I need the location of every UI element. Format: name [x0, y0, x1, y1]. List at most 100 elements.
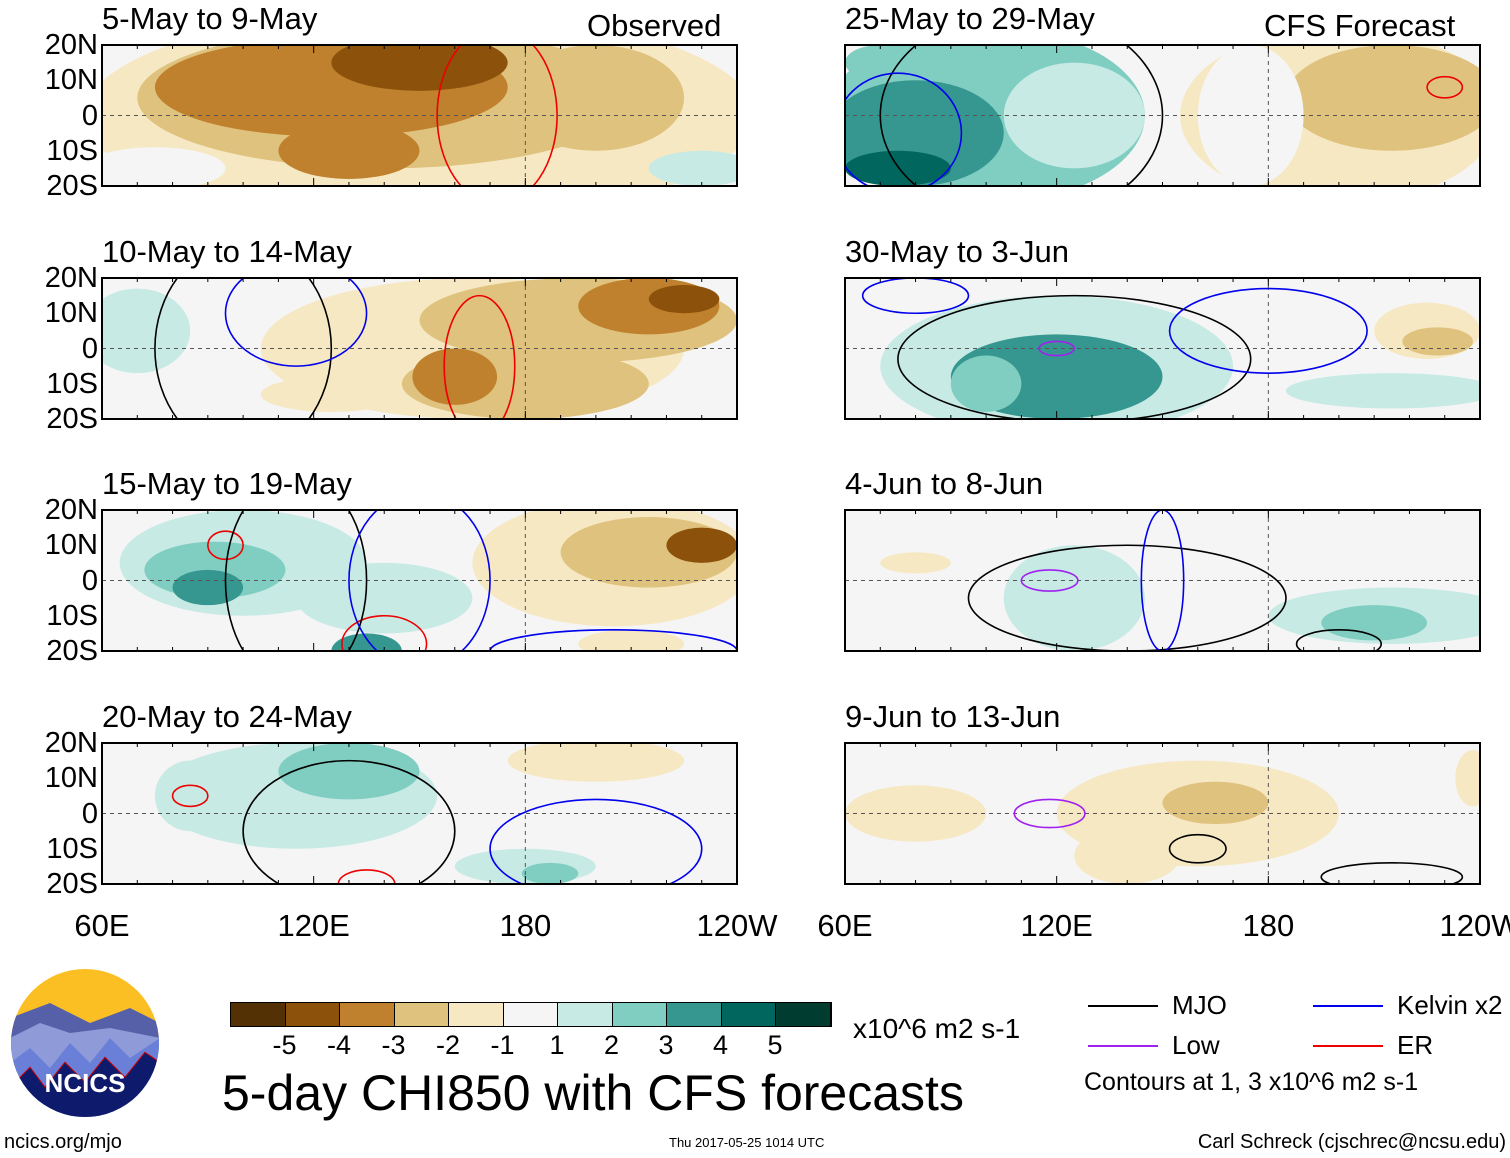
lat-label: 20N — [44, 727, 98, 759]
lat-label: 10S — [46, 832, 98, 865]
anomaly-region — [845, 785, 987, 842]
anomaly-region — [845, 45, 916, 81]
er-contour — [1426, 75, 1464, 99]
anomaly-region — [1286, 373, 1480, 409]
colorbar-swatch — [721, 1003, 776, 1026]
lat-label: 20N — [44, 29, 98, 61]
mjo-contour — [1168, 833, 1227, 864]
anomaly-region — [1402, 327, 1473, 356]
footer-url: ncics.org/mjo — [4, 1131, 122, 1153]
anomaly-region — [278, 122, 420, 179]
colorbar-tick: -1 — [490, 1030, 515, 1060]
forecast-label: CFS Forecast — [1264, 8, 1456, 43]
er-contour — [171, 784, 209, 808]
map-panel — [101, 509, 738, 652]
anomaly-region — [578, 629, 685, 651]
colorbar-swatch — [503, 1003, 558, 1026]
panel-title: 10-May to 14-May — [102, 234, 352, 269]
lat-label: 10N — [44, 529, 98, 562]
mjo-contour — [879, 45, 1164, 186]
lat-label: 20S — [46, 868, 98, 900]
colorbar-tick: 2 — [603, 1030, 620, 1060]
colorbar-tick: 4 — [712, 1030, 729, 1060]
lon-label: 180 — [499, 908, 552, 943]
contour-note: Contours at 1, 3 x10^6 m2 s-1 — [1084, 1068, 1419, 1096]
lat-label: 20N — [44, 262, 98, 294]
mjo-contour — [154, 278, 333, 419]
colorbar-tick: -5 — [272, 1030, 297, 1060]
colorbar-swatch — [340, 1003, 395, 1026]
panel-title: 4-Jun to 8-Jun — [845, 466, 1044, 501]
er-contour — [207, 530, 244, 561]
mjo-contour — [242, 759, 456, 884]
lat-label: 10S — [46, 134, 98, 167]
anomaly-region — [278, 743, 420, 800]
lon-label: 120E — [277, 908, 350, 943]
lat-label: 0 — [81, 99, 98, 132]
kelvin-contour — [348, 510, 491, 651]
lon-label: 60E — [74, 908, 130, 943]
panel-title: 15-May to 19-May — [102, 466, 352, 501]
anomaly-region — [507, 45, 685, 151]
anomaly-region — [172, 569, 244, 606]
panel-title: 25-May to 29-May — [845, 1, 1095, 36]
anomaly-region — [845, 150, 951, 186]
lat-label: 10S — [46, 367, 98, 400]
kelvin-contour — [1140, 510, 1185, 651]
legend-label: ER — [1397, 1030, 1434, 1060]
lon-label: 60E — [817, 908, 873, 943]
mjo-contour — [1320, 862, 1464, 884]
mjo-contour — [224, 510, 368, 651]
lat-label: 10N — [44, 64, 98, 97]
colorbar-swatch — [776, 1003, 831, 1026]
lon-label: 120W — [696, 908, 778, 943]
anomaly-region — [1003, 62, 1145, 169]
map-panel — [101, 44, 738, 187]
anomaly-region — [331, 633, 402, 651]
colorbar-swatch — [231, 1003, 286, 1026]
panel-title: 30-May to 3-Jun — [845, 234, 1069, 269]
lat-label: 20S — [46, 170, 98, 202]
kelvin-contour — [489, 798, 703, 884]
anomaly-region — [1197, 45, 1304, 186]
kelvin-contour — [861, 278, 970, 315]
legend-label: Low — [1172, 1030, 1220, 1060]
colorbar-swatch — [612, 1003, 667, 1026]
kelvin-contour — [224, 278, 368, 367]
footer-author: Carl Schreck (cjschrec@ncsu.edu) — [1197, 1131, 1506, 1153]
anomaly-region — [507, 743, 685, 782]
lon-label: 180 — [1242, 908, 1295, 943]
footer-timestamp: Thu 2017-05-25 1014 UTC — [669, 1135, 825, 1150]
observed-label: Observed — [587, 8, 722, 43]
lat-label: 0 — [81, 332, 98, 365]
lon-label: 120W — [1439, 908, 1510, 943]
anomaly-region — [648, 285, 720, 314]
low-contour — [1013, 798, 1086, 829]
lat-label: 20S — [46, 635, 98, 667]
er-line-icon — [1313, 1044, 1383, 1047]
panel-title: 9-Jun to 13-Jun — [845, 699, 1061, 734]
lon-label: 120E — [1020, 908, 1093, 943]
map-panel — [844, 509, 1481, 652]
legend-mjo: MJO — [1088, 990, 1227, 1021]
anomaly-region — [950, 355, 1022, 412]
lat-label: 10S — [46, 599, 98, 632]
colorbar-swatch — [449, 1003, 504, 1026]
colorbar-tick: -3 — [381, 1030, 406, 1060]
map-panel — [844, 742, 1481, 885]
anomaly-region — [1321, 605, 1428, 641]
lat-label: 10N — [44, 762, 98, 795]
mjo-contour — [897, 294, 1252, 419]
colorbar-swatch — [285, 1003, 340, 1026]
anomaly-region — [1162, 781, 1269, 825]
panel-title: 5-May to 9-May — [102, 1, 318, 36]
anomaly-region — [102, 288, 191, 374]
kelvin-line-icon — [1313, 1004, 1383, 1007]
mjo-contour — [967, 544, 1287, 651]
low-line-icon — [1088, 1044, 1158, 1047]
colorbar-tick: 1 — [549, 1030, 565, 1060]
anomaly-region — [648, 150, 737, 186]
legend-low: Low — [1088, 1030, 1220, 1061]
anomaly-region — [666, 527, 737, 563]
